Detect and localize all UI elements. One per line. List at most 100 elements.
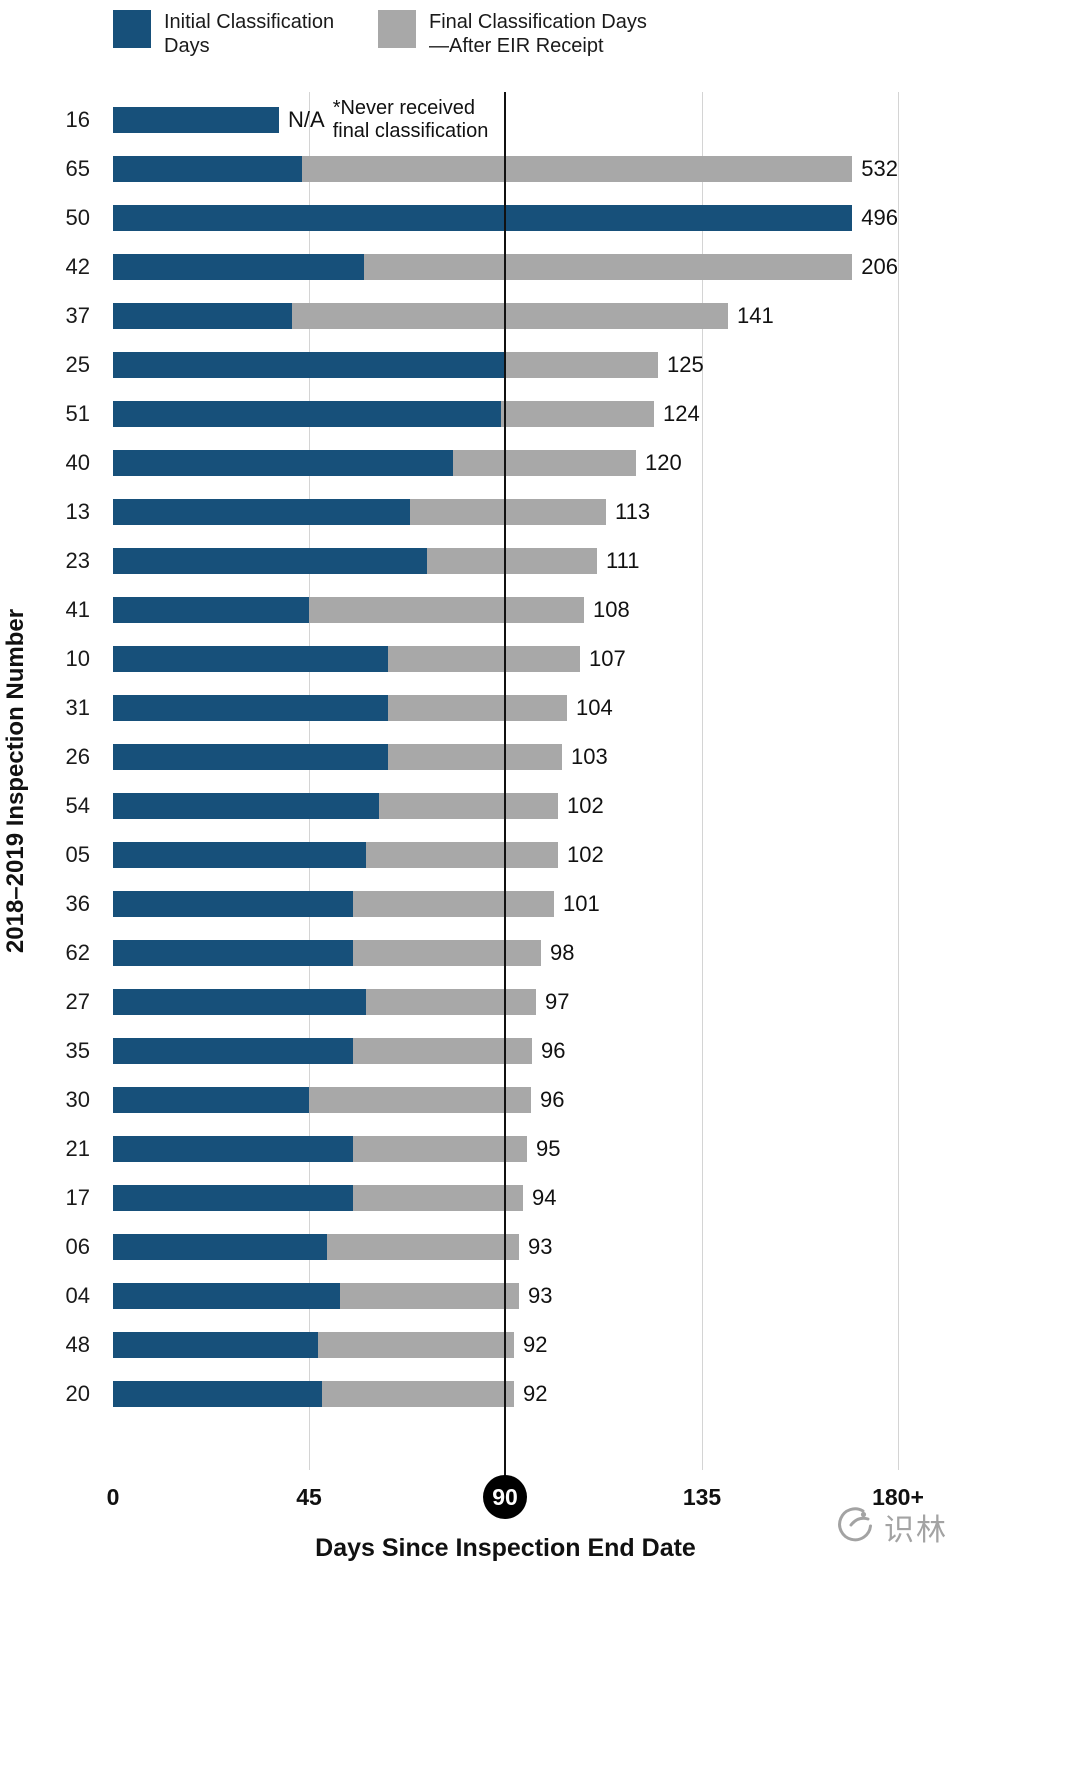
final-bar-segment [453, 449, 636, 476]
initial-bar-segment [113, 1331, 318, 1358]
bar-track: 93 [113, 1233, 898, 1260]
bar-value-label: 101 [563, 890, 600, 916]
y-axis-tick-label: 40 [65, 449, 90, 475]
y-axis-tick-label: 27 [65, 988, 90, 1014]
final-bar-segment [309, 596, 584, 623]
y-axis-tick-label: 06 [65, 1233, 90, 1259]
bar-value-label: 206 [861, 253, 898, 279]
final-bar-segment [292, 302, 728, 329]
y-axis-tick-label: 16 [65, 106, 90, 132]
y-axis-tick-label: 35 [65, 1037, 90, 1063]
bar-row: 17 94 [0, 1173, 1080, 1222]
bar-track: 111 [113, 547, 898, 574]
bar-row: 21 95 [0, 1124, 1080, 1173]
watermark: 识林 [832, 1502, 948, 1551]
final-bar-segment [353, 939, 541, 966]
reference-line-90 [504, 92, 506, 1480]
legend-label: Initial Classification Days [164, 11, 335, 58]
bar-value-label: 97 [545, 988, 570, 1014]
legend-item: Final Classification Days—After EIR Rece… [378, 10, 647, 59]
bar-row: 20 92 [0, 1369, 1080, 1418]
bar-value-label: 96 [541, 1037, 566, 1063]
bar-track: N/A *Never received final classification [113, 97, 898, 143]
y-axis-tick-label: 04 [65, 1282, 90, 1308]
bar-row: 62 98 [0, 928, 1080, 977]
bar-row: 65 532 [0, 144, 1080, 193]
bar-value-label: 102 [567, 792, 604, 818]
initial-bar-segment [113, 1037, 353, 1064]
final-bar-segment [427, 547, 597, 574]
final-bar-segment [505, 351, 658, 378]
bar-value-label: 107 [589, 645, 626, 671]
y-axis-tick-label: 23 [65, 547, 90, 573]
bar-value-label: 103 [571, 743, 608, 769]
x-tick: 0 [106, 1484, 120, 1510]
final-bar-segment [340, 1282, 519, 1309]
y-axis-tick-label: 41 [65, 596, 90, 622]
bar-row: 04 93 [0, 1271, 1080, 1320]
final-bar-segment [353, 1184, 523, 1211]
initial-bar-segment [113, 792, 379, 819]
final-bar-segment [353, 1135, 527, 1162]
initial-bar-segment [113, 743, 388, 770]
legend-swatch [113, 10, 151, 48]
bar-track: 92 [113, 1380, 898, 1407]
bar-track: 102 [113, 841, 898, 868]
bar-row: 48 92 [0, 1320, 1080, 1369]
x-tick: 45 [296, 1484, 322, 1510]
bar-value-label: 94 [532, 1184, 557, 1210]
initial-bar-segment [113, 449, 453, 476]
final-bar-segment [501, 400, 654, 427]
initial-bar-segment [113, 204, 853, 231]
gridline [309, 92, 310, 1470]
final-bar-segment [379, 792, 558, 819]
y-axis-tick-label: 48 [65, 1331, 90, 1357]
legend-label: Final Classification Days—After EIR Rece… [429, 11, 647, 58]
y-axis-tick-label: 51 [65, 400, 90, 426]
bar-track: 125 [113, 351, 898, 378]
bar-row: 41 108 [0, 585, 1080, 634]
bar-track: 104 [113, 694, 898, 721]
bar-row: 05 102 [0, 830, 1080, 879]
bar-value-label: 95 [536, 1135, 561, 1161]
bar-track: 206 [113, 253, 898, 280]
final-bar-segment [366, 841, 558, 868]
bar-track: 101 [113, 890, 898, 917]
bar-track: 102 [113, 792, 898, 819]
y-axis-tick-label: 13 [65, 498, 90, 524]
bar-row: 16 N/A *Never received final classificatio… [0, 95, 1080, 144]
bar-value-label: 496 [861, 204, 898, 230]
initial-bar-segment [113, 1282, 340, 1309]
bar-row: 51 124 [0, 389, 1080, 438]
initial-bar-segment [113, 1135, 353, 1162]
bar-row: 06 93 [0, 1222, 1080, 1271]
y-axis-tick-label: 17 [65, 1184, 90, 1210]
bar-value-label: 113 [615, 498, 651, 524]
y-axis-tick-label: 50 [65, 204, 90, 230]
bar-track: 97 [113, 988, 898, 1015]
y-axis-tick-label: 25 [65, 351, 90, 377]
bar-track: 98 [113, 939, 898, 966]
bar-track: 108 [113, 596, 898, 623]
final-bar-segment [322, 1380, 514, 1407]
bar-track: 124 [113, 400, 898, 427]
bar-track: 113 [113, 498, 898, 525]
bar-row: 31 104 [0, 683, 1080, 732]
bar-value-label: 120 [645, 449, 682, 475]
initial-bar-segment [113, 1184, 353, 1211]
bar-value-label: 532 [861, 155, 898, 181]
y-axis-tick-label: 26 [65, 743, 90, 769]
initial-bar-segment [113, 1380, 322, 1407]
final-bar-segment [388, 743, 562, 770]
x-axis-title: Days Since Inspection End Date [315, 1534, 696, 1562]
bar-row: 26 103 [0, 732, 1080, 781]
initial-bar-segment [113, 645, 388, 672]
bar-value-label: 102 [567, 841, 604, 867]
x-tick: 180+ [872, 1484, 924, 1510]
bar-value-label: N/A [288, 106, 325, 132]
bar-row: 54 102 [0, 781, 1080, 830]
final-bar-segment [302, 155, 853, 182]
initial-bar-segment [113, 547, 427, 574]
bar-track: 96 [113, 1037, 898, 1064]
initial-bar-segment [113, 939, 353, 966]
